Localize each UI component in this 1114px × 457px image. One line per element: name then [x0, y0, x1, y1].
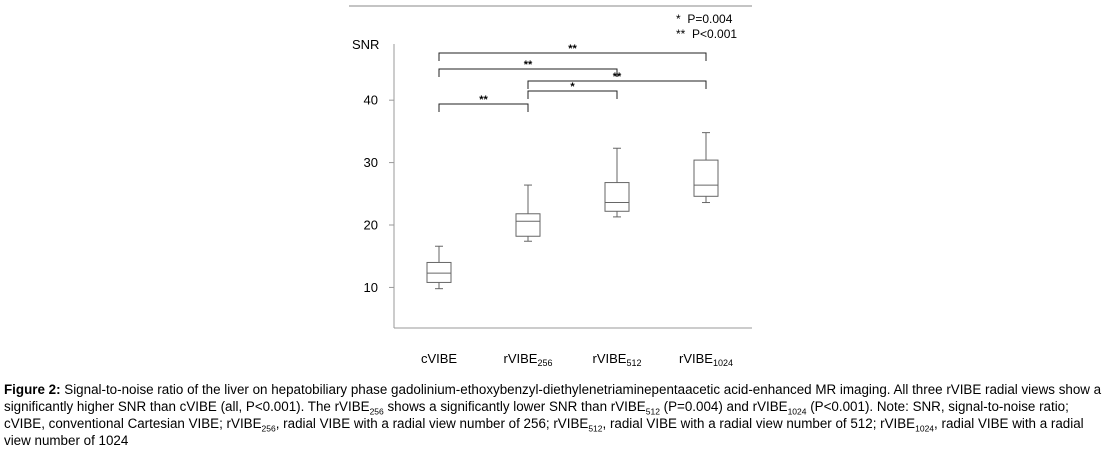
caption-sub-6: 1024 [915, 423, 935, 434]
x-tick-label-base: rVIBE [593, 351, 627, 366]
caption-sub-2: 512 [645, 406, 660, 417]
figure-caption: Figure 2: Signal-to-noise ratio of the l… [4, 381, 1110, 449]
legend-entry-2: ** P<0.001 [676, 27, 737, 41]
significance-bracket: ** [438, 43, 707, 61]
significance-label: ** [568, 43, 577, 55]
caption-sub-3: 1024 [787, 406, 807, 417]
x-tick-label-base: cVIBE [421, 351, 457, 366]
x-tick-label-sub: 1024 [713, 358, 733, 368]
x-tick-label-base: rVIBE [504, 351, 538, 366]
x-tick-label: rVIBE256 [504, 351, 553, 368]
bracket-line [438, 52, 707, 61]
caption-text-6: , radial VIBE with a radial view number … [602, 416, 916, 431]
bracket-line [438, 68, 618, 77]
caption-text-2: shows a significantly lower SNR than rVI… [383, 399, 646, 414]
caption-text-3: (P=0.004) and rVIBE [659, 399, 788, 414]
y-tick-label: 20 [364, 218, 378, 233]
x-tick-label-base: rVIBE [679, 351, 713, 366]
caption-text-5: , radial VIBE with a radial view number … [275, 416, 589, 431]
caption-text-4: (P<0.001). Note: SNR, signal-to-noise ra… [4, 399, 1069, 431]
box-2 [604, 147, 630, 218]
x-tick-label: rVIBE512 [593, 351, 642, 368]
caption-sub-5: 512 [588, 423, 603, 434]
y-tick-label: 40 [364, 93, 378, 108]
legend-entry-1: * P=0.004 [676, 12, 733, 26]
y-axis-label: SNR [352, 37, 379, 52]
box-1 [515, 184, 541, 242]
x-tick-label: cVIBE [421, 351, 457, 366]
x-tick-label-sub: 256 [537, 358, 552, 368]
y-tick-label: 10 [364, 280, 378, 295]
caption-text-1: Signal-to-noise ratio of the liver on he… [4, 382, 1102, 414]
bracket-line [527, 90, 618, 99]
figure-label: Figure 2: [4, 382, 61, 397]
significance-label: * [570, 81, 575, 93]
iqr-box [426, 261, 452, 283]
box-3 [693, 132, 719, 204]
iqr-box [515, 213, 541, 237]
x-tick-label: rVIBE1024 [679, 351, 733, 368]
significance-label: ** [524, 59, 533, 71]
significance-label: ** [479, 94, 488, 106]
x-tick-label-sub: 512 [626, 358, 641, 368]
significance-bracket: ** [438, 94, 529, 112]
y-tick-label: 30 [364, 155, 378, 170]
iqr-box [604, 182, 630, 212]
iqr-box [693, 159, 719, 197]
caption-text-7: , radial VIBE with a radial view number … [4, 416, 1084, 448]
significance-bracket: ** [438, 59, 618, 77]
box-0 [426, 245, 452, 290]
bracket-line [438, 103, 529, 112]
bracket-line [527, 80, 707, 89]
caption-sub-4: 256 [261, 423, 276, 434]
caption-sub-1: 256 [369, 406, 384, 417]
significance-bracket: * [527, 81, 618, 99]
